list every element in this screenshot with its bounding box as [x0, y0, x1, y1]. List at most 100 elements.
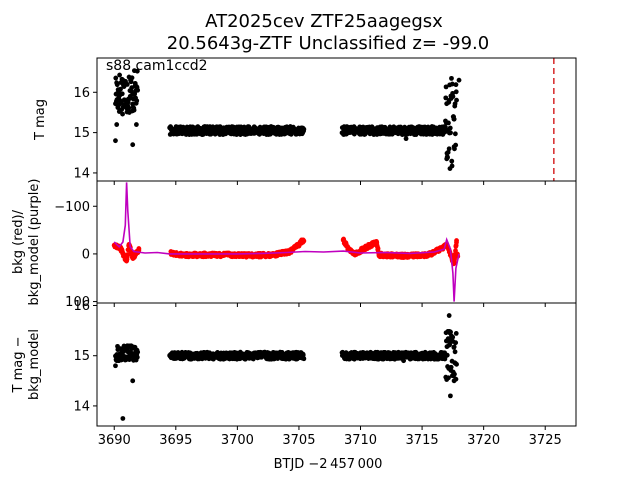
bkg-model-line — [113, 182, 460, 302]
data-point — [453, 89, 459, 95]
data-segment-2 — [167, 124, 307, 138]
data-point — [119, 91, 125, 97]
x-axis-label: BTJD −2 457 000 — [274, 457, 383, 472]
data-point — [120, 111, 125, 117]
data-point — [444, 352, 450, 358]
bkg-point — [130, 255, 136, 261]
data-point — [453, 330, 459, 336]
data-point — [134, 354, 140, 360]
data-point — [301, 356, 307, 362]
x-tick-label: 3720 — [467, 433, 500, 448]
data-point — [401, 358, 407, 364]
data-point — [446, 146, 452, 152]
y-tick-label: −100 — [54, 200, 90, 215]
data-point — [131, 107, 137, 113]
data-point — [453, 82, 459, 88]
data-point — [118, 86, 123, 92]
y-tick-label: 16 — [73, 299, 90, 314]
data-segment-3 — [339, 349, 448, 364]
data-point — [450, 334, 456, 340]
data-segment-1 — [113, 343, 141, 421]
data-segment-4 — [443, 313, 459, 399]
x-tick-label: 3700 — [221, 433, 254, 448]
bkg-point — [340, 237, 346, 243]
data-segment-2 — [167, 349, 307, 362]
x-tick-label: 3695 — [159, 433, 192, 448]
data-point — [449, 81, 455, 87]
bkg-point — [451, 261, 457, 266]
axes-frame-1 — [96, 57, 577, 182]
data-point — [114, 122, 120, 127]
data-point — [454, 97, 459, 103]
data-point — [452, 349, 458, 355]
bkg-point — [294, 244, 299, 250]
data-point — [128, 79, 134, 85]
data-point — [301, 126, 307, 132]
data-point — [448, 130, 453, 136]
data-point — [129, 75, 135, 81]
bkg-point — [300, 238, 306, 243]
data-point — [446, 375, 451, 381]
y-tick-label: 100 — [65, 295, 90, 310]
y-axis-label-3: T mag −bkg_model — [11, 329, 42, 400]
plot-area-1 — [113, 58, 555, 181]
data-point — [452, 371, 457, 377]
data-point — [130, 142, 136, 148]
data-point — [448, 329, 453, 335]
bkg-point — [454, 238, 459, 243]
bkg-point — [345, 246, 351, 252]
bkg-series — [111, 236, 461, 267]
data-point — [456, 77, 462, 83]
data-point — [452, 101, 458, 107]
x-tick-label: 3705 — [282, 433, 315, 448]
x-tick-label: 3715 — [406, 433, 439, 448]
x-tick-label: 3710 — [344, 433, 377, 448]
bkg-point — [401, 253, 407, 259]
bkg-point — [375, 246, 381, 251]
data-point — [403, 136, 409, 142]
data-segment-4 — [443, 75, 462, 171]
data-point — [451, 116, 457, 122]
data-point — [449, 75, 454, 81]
chart-title-line1: AT2025cev ZTF25aagegsx — [205, 11, 443, 32]
data-point — [126, 105, 132, 111]
data-point — [445, 149, 451, 155]
data-point — [124, 81, 130, 87]
data-point — [451, 144, 457, 150]
bkg-point — [374, 239, 379, 245]
y-tick-label: 14 — [73, 166, 90, 181]
data-point — [113, 363, 118, 369]
data-point — [443, 95, 449, 101]
bkg-point — [425, 252, 431, 258]
data-point — [130, 378, 136, 384]
data-point — [113, 138, 118, 144]
data-point — [453, 340, 459, 346]
y-axis-label-2: bkg (red)/bkg_model (purple) — [11, 179, 42, 306]
data-point — [120, 416, 126, 421]
data-point — [444, 156, 450, 162]
data-segment-1 — [113, 68, 141, 148]
data-point — [454, 361, 459, 367]
plot-area-3 — [113, 313, 459, 421]
bkg-point — [124, 258, 129, 264]
x-tick-label: 3690 — [98, 433, 131, 448]
data-point — [114, 82, 120, 88]
y-tick-label: 14 — [73, 399, 90, 414]
axes-frame-2 — [96, 180, 577, 304]
plot-area-2 — [111, 182, 461, 302]
data-point — [446, 313, 452, 318]
panel-background: 100 0 −100 bkg (red)/bkg_model (purple) — [11, 179, 577, 310]
data-point — [450, 94, 456, 99]
data-point — [448, 364, 454, 370]
data-point — [449, 163, 455, 169]
data-point — [446, 120, 451, 126]
panel-magnitude-minus-background: 14 15 16 3690 3695 3700 3705 3710 3715 3720 3725 T … — [11, 299, 577, 448]
data-point — [117, 72, 123, 78]
data-point — [135, 349, 141, 355]
y-tick-label: 16 — [73, 86, 90, 101]
data-point — [443, 84, 449, 90]
y-axis-label-1: T mag — [33, 99, 48, 141]
axes-frame-3 — [96, 302, 577, 427]
data-point — [449, 158, 455, 164]
